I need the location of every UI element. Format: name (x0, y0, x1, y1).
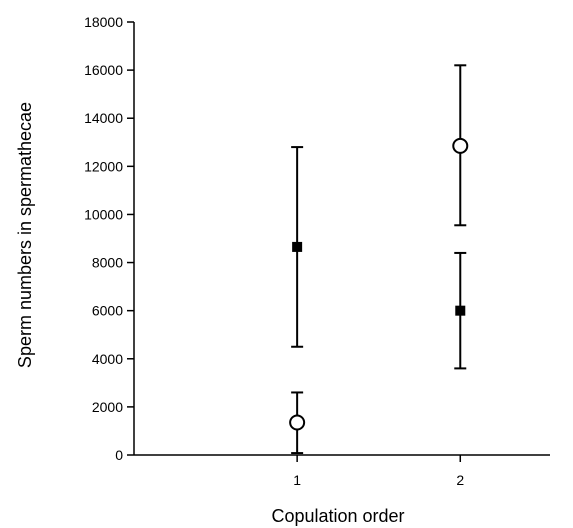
x-tick-label: 1 (293, 472, 301, 488)
y-ticks: 0 2000 4000 6000 8000 10000 12000 14000 16000 180… (84, 14, 134, 463)
y-axis: 0 2000 4000 6000 8000 10000 12000 14000 16000 180… (84, 14, 135, 463)
y-tick-label: 14000 (84, 110, 123, 126)
data-point-square (455, 305, 466, 316)
y-tick-label: 16000 (84, 62, 123, 78)
x-tick-label: 2 (456, 472, 464, 488)
x-axis-title: Copulation order (271, 506, 404, 526)
y-tick-label: 12000 (84, 158, 123, 174)
data-point-square (292, 241, 303, 252)
data-point-circle (289, 414, 306, 431)
data-point-circle (452, 137, 469, 154)
plot-marks (289, 64, 469, 455)
y-tick-label: 4000 (92, 351, 123, 367)
y-tick-label: 10000 (84, 206, 123, 222)
y-tick-label: 8000 (92, 255, 123, 271)
y-tick-label: 18000 (84, 14, 123, 30)
y-axis-title: Sperm numbers in spermathecae (15, 102, 35, 368)
y-tick-label: 6000 (92, 303, 123, 319)
y-tick-label: 0 (115, 447, 123, 463)
y-tick-label: 2000 (92, 399, 123, 415)
